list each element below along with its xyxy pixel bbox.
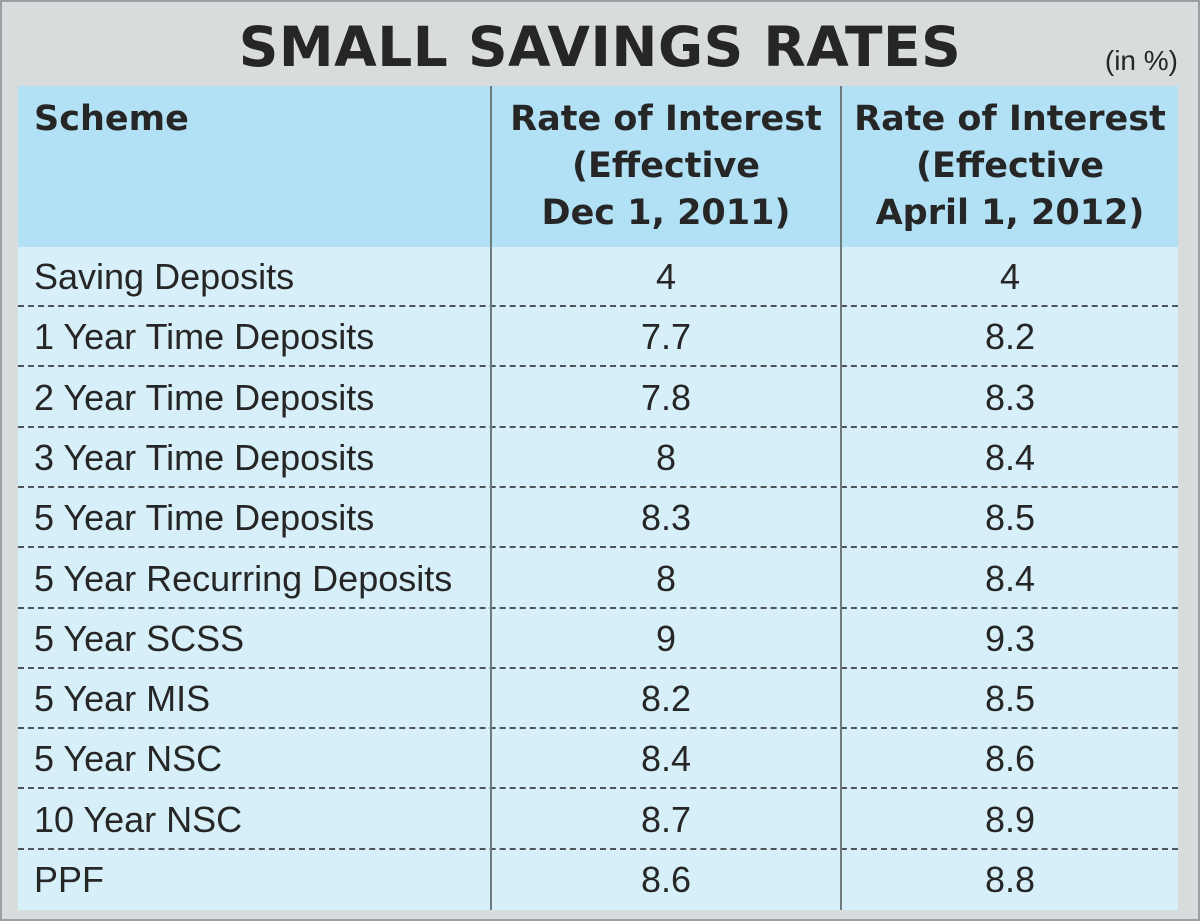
cell-scheme: 10 Year NSC <box>34 798 243 840</box>
cell-scheme: 5 Year MIS <box>34 678 211 720</box>
cell-rate-dec-2011: 8.7 <box>640 798 692 840</box>
row-separator <box>18 666 1178 669</box>
header-rate-dec-2011-line-2: (Effective <box>571 146 761 186</box>
cell-rate-dec-2011: 8.3 <box>640 497 692 539</box>
header-rate-dec-2011-line-3: Dec 1, 2011) <box>541 193 791 233</box>
row-separator <box>18 546 1178 549</box>
cell-rate-dec-2011: 8.4 <box>640 738 692 780</box>
cell-rate-apr-2012: 8.8 <box>984 859 1036 900</box>
cell-rate-apr-2012: 8.3 <box>984 376 1036 418</box>
row-separator <box>18 425 1178 428</box>
cell-rate-dec-2011: 4 <box>655 256 677 297</box>
header-rate-apr-2012-line-3: April 1, 2012) <box>875 193 1145 233</box>
header-rate-dec-2011-line-1: Rate of Interest <box>510 99 822 139</box>
table-row: Saving Deposits 4 4 <box>18 247 1178 307</box>
cell-rate-dec-2011: 8.2 <box>640 678 692 720</box>
cell-rate-dec-2011: 9 <box>655 617 677 659</box>
cell-rate-dec-2011: 7.8 <box>640 376 692 418</box>
table-row: 2 Year Time Deposits 7.8 8.3 <box>18 368 1178 428</box>
header-rate-dec-2011: Rate of Interest (Effective Dec 1, 2011) <box>492 96 840 237</box>
table-row: 3 Year Time Deposits 8 8.4 <box>18 428 1178 488</box>
cell-rate-dec-2011: 8 <box>655 557 677 599</box>
header-rate-apr-2012: Rate of Interest (Effective April 1, 201… <box>842 96 1178 237</box>
table-row: 5 Year NSC 8.4 8.6 <box>18 729 1178 790</box>
cell-rate-apr-2012: 8.5 <box>984 497 1036 539</box>
rates-table: Scheme Rate of Interest (Effective Dec 1… <box>18 86 1178 910</box>
row-separator <box>18 365 1178 368</box>
table-row: 5 Year SCSS 9 9.3 <box>18 609 1178 669</box>
cell-scheme: 5 Year Recurring Deposits <box>34 557 453 599</box>
cell-rate-apr-2012: 8.9 <box>984 798 1036 840</box>
cell-rate-apr-2012: 8.5 <box>984 678 1036 720</box>
table-row: PPF 8.6 8.8 <box>18 850 1178 910</box>
cell-rate-apr-2012: 8.4 <box>984 557 1036 599</box>
row-separator <box>18 485 1178 488</box>
cell-scheme: 5 Year SCSS <box>34 617 245 659</box>
cell-rate-dec-2011: 8 <box>655 436 677 478</box>
cell-scheme: Saving Deposits <box>34 256 295 297</box>
cell-rate-apr-2012: 8.2 <box>984 316 1036 358</box>
row-separator <box>18 305 1178 307</box>
cell-rate-apr-2012: 8.6 <box>984 738 1036 780</box>
table-header: Scheme Rate of Interest (Effective Dec 1… <box>18 86 1178 247</box>
table-row: 10 Year NSC 8.7 8.9 <box>18 790 1178 850</box>
cell-rate-apr-2012: 4 <box>999 256 1021 297</box>
cell-scheme: 5 Year NSC <box>34 738 223 780</box>
row-separator <box>18 727 1178 730</box>
cell-scheme: 2 Year Time Deposits <box>34 376 375 418</box>
row-separator <box>18 606 1178 609</box>
cell-scheme: PPF <box>34 859 105 900</box>
column-divider-1 <box>490 86 492 910</box>
header-rate-apr-2012-line-2: (Effective <box>915 146 1105 186</box>
header-scheme: Scheme <box>34 99 189 139</box>
table-row: 1 Year Time Deposits 7.7 8.2 <box>18 307 1178 368</box>
cell-rate-apr-2012: 9.3 <box>984 617 1036 659</box>
cell-scheme: 1 Year Time Deposits <box>34 316 375 358</box>
cell-rate-apr-2012: 8.4 <box>984 436 1036 478</box>
cell-rate-dec-2011: 8.6 <box>640 859 692 900</box>
row-separator <box>18 847 1178 850</box>
cell-rate-dec-2011: 7.7 <box>640 316 692 358</box>
cell-scheme: 5 Year Time Deposits <box>34 497 375 539</box>
table-row: 5 Year Recurring Deposits 8 8.4 <box>18 549 1178 609</box>
table-row: 5 Year MIS 8.2 8.5 <box>18 669 1178 730</box>
column-divider-2 <box>840 86 842 910</box>
table-row: 5 Year Time Deposits 8.3 8.5 <box>18 488 1178 549</box>
table-body: Saving Deposits 4 4 1 Year Time Deposits 7.7… <box>18 247 1178 910</box>
row-separator <box>18 787 1178 790</box>
chart-title: SMALL SAVINGS RATES <box>238 15 962 79</box>
unit-note: (in %) <box>1104 45 1178 76</box>
cell-scheme: 3 Year Time Deposits <box>34 436 375 478</box>
header-rate-apr-2012-line-1: Rate of Interest <box>854 99 1166 139</box>
